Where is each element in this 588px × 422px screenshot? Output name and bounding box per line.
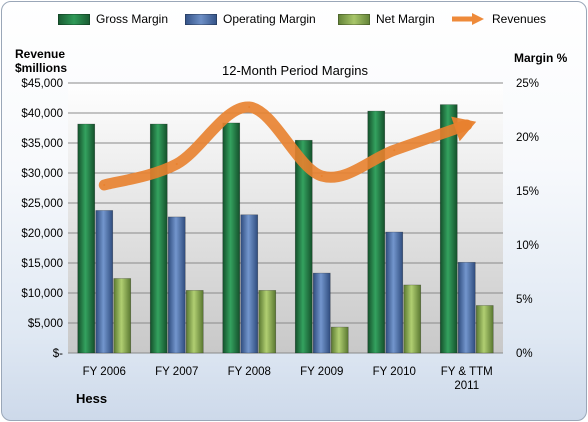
- legend-swatch-gross-margin: [58, 13, 90, 25]
- bar-net-margin: [403, 284, 422, 354]
- legend-revenues: Revenues: [450, 11, 546, 27]
- right-tick-label: 20%: [516, 132, 539, 144]
- left-tick-label: $35,000: [21, 138, 63, 150]
- bar-gross-margin: [77, 123, 96, 354]
- bar-gross-margin: [367, 110, 386, 354]
- bar-gross-margin: [294, 139, 313, 354]
- legend-gross-margin: Gross Margin: [58, 11, 168, 27]
- legend-label-revenues: Revenues: [492, 12, 547, 26]
- legend-operating-margin: Operating Margin: [185, 11, 316, 27]
- right-tick-label: 10%: [516, 240, 539, 252]
- bar-gross-margin: [149, 123, 168, 354]
- left-axis: $- $5,000 $10,000 $15,000 $20,000 $25,000 $30,…: [21, 78, 63, 360]
- bar-net-margin: [258, 290, 277, 354]
- category-label: FY 2010: [373, 366, 416, 378]
- left-tick-label: $15,000: [21, 258, 63, 270]
- legend-swatch-net-margin: [338, 13, 370, 25]
- left-tick-label: $45,000: [21, 78, 63, 90]
- bar-operating-margin: [95, 210, 114, 354]
- left-tick-label: $10,000: [21, 288, 63, 300]
- bars: [77, 104, 494, 354]
- category-label: FY 2008: [228, 366, 271, 378]
- left-tick-label: $40,000: [21, 108, 63, 120]
- right-axis: 0% 5% 10% 15% 20% 25%: [516, 78, 539, 360]
- right-tick-label: 25%: [516, 78, 539, 90]
- revenue-point: [103, 184, 106, 186]
- bar-net-margin: [113, 278, 132, 354]
- category-label: FY 2006: [83, 366, 126, 378]
- right-tick-label: 15%: [516, 186, 539, 198]
- legend-label-operating-margin: Operating Margin: [223, 12, 316, 26]
- revenue-arrowhead: [451, 116, 477, 142]
- category-label: FY 2009: [300, 366, 343, 378]
- legend-swatch-operating-margin: [185, 13, 217, 25]
- legend-net-margin: Net Margin: [338, 11, 435, 27]
- right-axis-title: Margin %: [514, 51, 568, 65]
- bar-operating-margin: [240, 214, 259, 354]
- revenue-point: [175, 163, 178, 165]
- chart-title: 12-Month Period Margins: [222, 63, 368, 78]
- legend-label-net-margin: Net Margin: [376, 12, 435, 26]
- bar-net-margin: [330, 326, 349, 354]
- left-tick-label: $-: [53, 348, 63, 360]
- bar-operating-margin: [385, 231, 404, 354]
- category-axis: FY 2006 FY 2007 FY 2008 FY 2009 FY 2010 FY & …: [83, 366, 493, 392]
- right-tick-label: 5%: [516, 294, 533, 306]
- bar-operating-margin: [312, 272, 331, 354]
- plot-area: [68, 83, 503, 353]
- right-tick-label: 0%: [516, 348, 533, 360]
- revenue-point: [320, 175, 323, 177]
- left-tick-label: $25,000: [21, 198, 63, 210]
- legend-label-gross-margin: Gross Margin: [96, 12, 169, 26]
- revenue-line: [98, 101, 477, 191]
- bar-net-margin: [185, 290, 204, 354]
- bar-gross-margin: [439, 104, 458, 354]
- revenue-point: [393, 149, 396, 152]
- category-label: FY & TTM 2011: [441, 366, 493, 392]
- revenue-point: [465, 124, 468, 126]
- bar-operating-margin: [457, 261, 476, 354]
- bar-operating-margin: [167, 216, 186, 354]
- legend-arrow-icon: [452, 13, 484, 25]
- left-tick-label: $5,000: [28, 318, 63, 330]
- revenue-point: [248, 106, 251, 108]
- bar-gross-margin: [222, 122, 241, 354]
- left-axis-title: Revenue $millions: [15, 47, 68, 75]
- left-tick-label: $30,000: [21, 168, 63, 180]
- bar-net-margin: [475, 305, 494, 354]
- left-tick-label: $20,000: [21, 228, 63, 240]
- company-label: Hess: [76, 391, 108, 406]
- category-label: FY 2007: [155, 366, 198, 378]
